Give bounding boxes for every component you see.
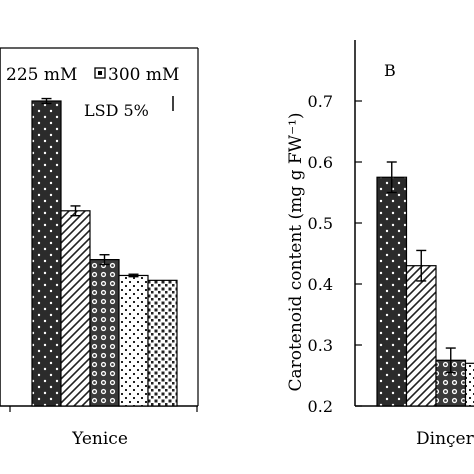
- x-category-label: Dinçer: [416, 429, 474, 449]
- panel-b: 0.2 0.3 0.4 0.5 0.6 0.7 B Carotenoid content …: [286, 40, 474, 449]
- y-tick-label: 0.5: [308, 214, 333, 233]
- bar: [31, 100, 62, 407]
- bar: [60, 210, 91, 407]
- bar: [89, 259, 120, 407]
- panel-b-bars: [376, 161, 474, 407]
- bar: [118, 274, 149, 407]
- panel-b-y-ticks: 0.2 0.3 0.4 0.5 0.6 0.7: [308, 92, 362, 416]
- panel-a: 225 mM 300 mM LSD 5% Yenice: [0, 47, 199, 449]
- x-category-label: Yenice: [71, 429, 128, 449]
- bar: [405, 265, 437, 407]
- y-tick-label: 0.2: [308, 397, 333, 416]
- bar: [376, 176, 408, 407]
- y-tick-label: 0.4: [308, 275, 333, 294]
- y-tick-label: 0.3: [308, 336, 333, 355]
- panel-a-bars: [31, 97, 178, 407]
- panel-label-b: B: [384, 61, 396, 80]
- bar: [147, 279, 178, 407]
- y-tick-label: 0.6: [308, 153, 333, 172]
- legend-label-300mm: 300 mM: [108, 65, 179, 85]
- y-axis-title: Carotenoid content (mg g FW⁻¹): [286, 112, 306, 391]
- bar: [464, 362, 474, 407]
- lsd-label: LSD 5%: [84, 101, 149, 120]
- y-tick-label: 0.7: [308, 92, 333, 111]
- legend-swatch-300mm: [94, 67, 106, 79]
- legend-label-225mm: 225 mM: [6, 65, 77, 85]
